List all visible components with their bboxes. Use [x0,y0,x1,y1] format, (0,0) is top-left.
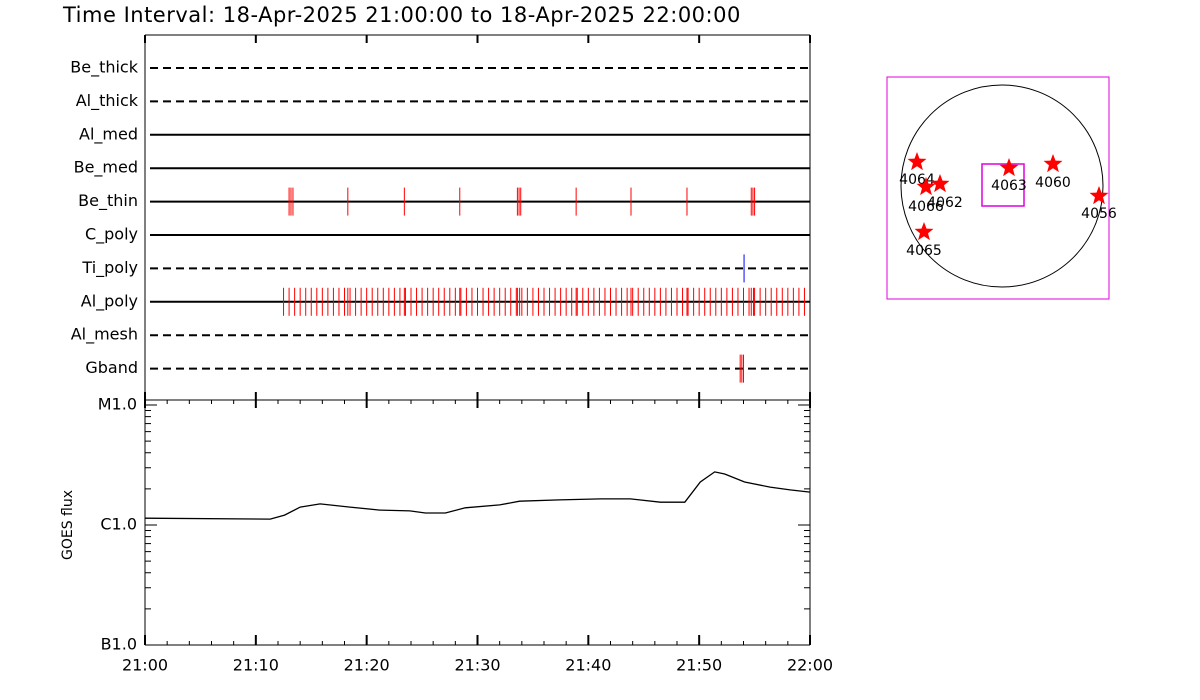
x-tick-label: 21:00 [122,656,168,675]
region-label: 4062 [927,195,963,211]
y-tick-label: C1.0 [100,515,137,534]
filter-label: Be_thick [70,58,138,78]
filter-label: Al_med [79,124,138,144]
filter-label: Gband [85,358,138,377]
goes-curve [144,471,811,520]
y-axis-label: GOES flux [60,490,76,560]
filter-label: Al_mesh [71,325,138,345]
region-star [914,222,934,241]
x-tick-label: 21:10 [233,656,279,675]
y-tick-label: M1.0 [98,395,137,414]
solar-limb [900,84,1104,288]
region-label: 4056 [1081,206,1117,222]
filter-label: C_poly [85,225,138,245]
region-label: 4066 [908,199,944,215]
filter-label: Ti_poly [81,258,138,278]
x-tick-label: 21:40 [565,656,611,675]
region-label: 4063 [991,178,1027,194]
region-star [907,152,927,171]
filter-label: Be_med [74,158,138,178]
x-tick-label: 21:20 [344,656,390,675]
filter-label: Be_thin [78,191,138,211]
region-label: 4065 [906,243,942,259]
fov-box [981,163,1025,207]
region-star [999,158,1019,177]
filter-label: Al_poly [81,291,138,311]
x-tick-label: 21:50 [676,656,722,675]
x-tick-label: 21:30 [454,656,500,675]
region-star [1089,186,1109,205]
y-tick-label: B1.0 [101,635,137,654]
x-tick-label: 22:00 [787,656,833,675]
region-star [1043,154,1063,173]
title: Time Interval: 18-Apr-2025 21:00:00 to 1… [62,3,741,27]
filter-label: Al_thick [76,91,139,111]
map-frame [886,76,1110,300]
region-label: 4060 [1035,175,1071,191]
region-star [930,174,950,193]
region-star [916,177,936,196]
